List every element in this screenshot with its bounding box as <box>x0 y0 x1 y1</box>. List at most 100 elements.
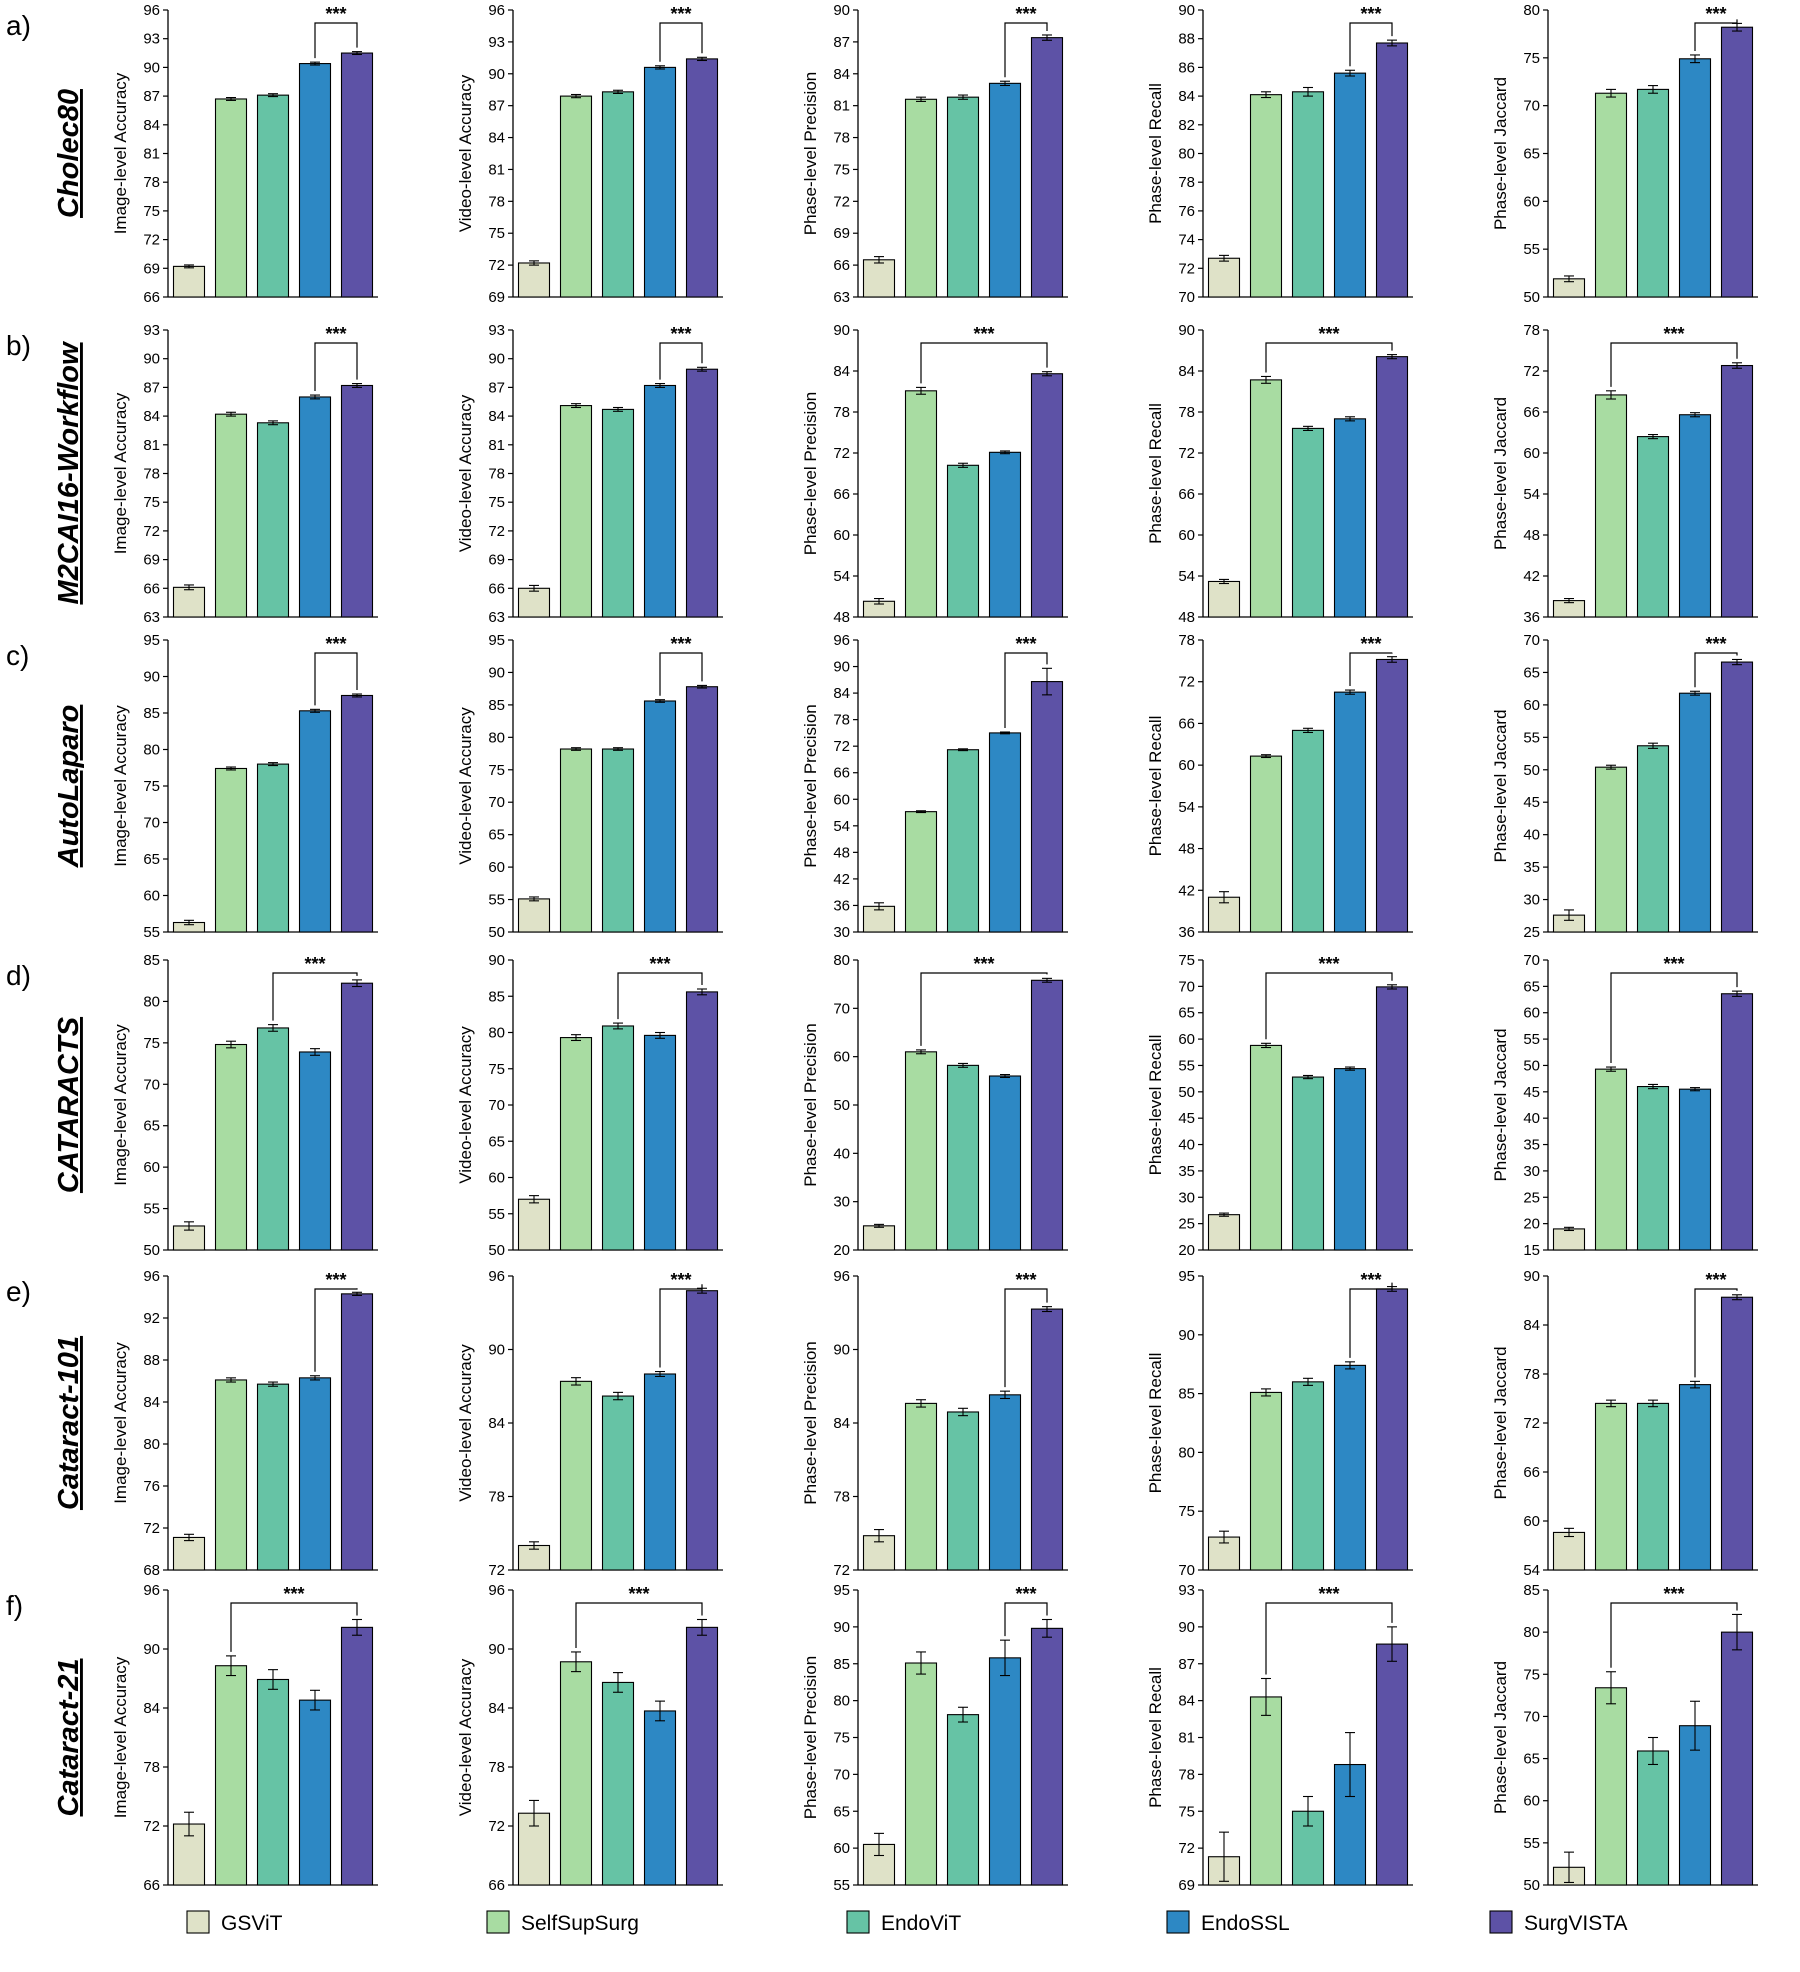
bar-endossl <box>1678 1725 1712 1886</box>
chart-panel: 25 30 35 40 45 50 55 60 65 70 Phase-level Jaccard *… <box>1491 632 1758 941</box>
panel-letter-3: d) <box>6 960 31 991</box>
y-tick-label: 70 <box>488 794 505 811</box>
bar-endovit <box>601 1025 635 1251</box>
significance-stars: *** <box>325 4 346 24</box>
dataset-label-3: CATARACTS <box>53 1016 85 1193</box>
y-tick-label: 81 <box>1178 1730 1195 1747</box>
y-axis-title: Phase-level Jaccard <box>1491 1661 1510 1814</box>
y-tick-label: 78 <box>1178 404 1195 421</box>
y-axis-title: Phase-level Jaccard <box>1491 77 1510 230</box>
y-tick-label: 96 <box>833 632 850 649</box>
y-tick-label: 80 <box>833 1693 850 1710</box>
bar-surgvista <box>685 368 719 618</box>
bar-endossl <box>988 1075 1022 1251</box>
bar-surgvista <box>1375 658 1409 933</box>
bar-endovit <box>1291 1381 1325 1571</box>
y-tick-label: 85 <box>488 988 505 1005</box>
y-tick-label: 70 <box>488 1097 505 1114</box>
y-tick-label: 25 <box>1178 1216 1195 1233</box>
bar-selfsupsurg <box>214 1043 248 1251</box>
significance-bracket <box>1610 1602 1738 1668</box>
y-tick-label: 92 <box>143 1310 160 1327</box>
y-tick-label: 55 <box>1523 1031 1540 1048</box>
y-tick-label: 78 <box>833 404 850 421</box>
significance-stars: *** <box>973 324 994 344</box>
bar-surgvista <box>1720 364 1754 618</box>
bar-selfsupsurg <box>559 1661 593 1886</box>
bar-endossl <box>988 451 1022 618</box>
y-axis-title: Video-level Accuracy <box>456 1344 475 1502</box>
significance-stars: *** <box>1015 1584 1036 1604</box>
y-tick-label: 76 <box>143 1478 160 1495</box>
bar-surgvista <box>1030 373 1064 618</box>
significance-stars: *** <box>325 634 346 654</box>
bar-gsvit <box>862 1225 896 1251</box>
y-tick-label: 75 <box>1523 1666 1540 1683</box>
significance-bracket <box>1265 342 1393 373</box>
y-tick-label: 96 <box>488 2 505 19</box>
legend-swatch <box>186 1910 210 1934</box>
y-tick-label: 72 <box>1523 363 1540 380</box>
bar-endossl <box>298 1699 332 1886</box>
y-tick-label: 40 <box>1178 1137 1195 1154</box>
y-tick-label: 90 <box>1178 1619 1195 1636</box>
y-tick-label: 48 <box>1178 609 1195 626</box>
y-tick-label: 90 <box>1178 2 1195 19</box>
y-tick-label: 42 <box>1523 568 1540 585</box>
bar-surgvista <box>1030 37 1064 298</box>
chart-panel: 72 78 84 90 96 Video-level Accuracy *** <box>456 1268 723 1579</box>
bar-endovit <box>256 1383 290 1571</box>
y-tick-label: 84 <box>1178 1693 1195 1710</box>
bar-gsvit <box>172 1536 206 1571</box>
y-tick-label: 78 <box>833 712 850 729</box>
bar-selfsupsurg <box>1249 1044 1283 1251</box>
y-axis-title: Phase-level Recall <box>1146 1035 1165 1176</box>
y-tick-label: 72 <box>833 738 850 755</box>
chart-panel: 20 30 40 50 60 70 80 Phase-level Precision *** <box>801 952 1068 1259</box>
bar-endossl <box>643 1373 677 1571</box>
significance-stars: *** <box>1705 4 1726 24</box>
y-tick-label: 65 <box>1523 1751 1540 1768</box>
bar-endossl <box>1333 1364 1367 1571</box>
bar-endovit <box>1636 745 1670 933</box>
y-tick-label: 93 <box>143 31 160 48</box>
y-tick-label: 66 <box>143 289 160 306</box>
significance-stars: *** <box>1663 954 1684 974</box>
y-tick-label: 50 <box>488 924 505 941</box>
bar-selfsupsurg <box>559 748 593 933</box>
significance-stars: *** <box>1318 1584 1339 1604</box>
bar-selfsupsurg <box>214 413 248 618</box>
y-tick-label: 81 <box>143 146 160 163</box>
y-tick-label: 66 <box>833 486 850 503</box>
bar-selfsupsurg <box>904 1051 938 1251</box>
y-tick-label: 69 <box>488 289 505 306</box>
y-tick-label: 85 <box>1523 1582 1540 1599</box>
bar-gsvit <box>1552 1228 1586 1251</box>
y-tick-label: 84 <box>488 1700 505 1717</box>
y-axis-title: Phase-level Jaccard <box>1491 397 1510 550</box>
chart-panel: 66 72 78 84 90 96 Video-level Accuracy *** <box>456 1582 723 1894</box>
y-tick-label: 87 <box>833 34 850 51</box>
y-tick-label: 69 <box>833 225 850 242</box>
y-tick-label: 30 <box>1523 1163 1540 1180</box>
bar-endovit <box>946 464 980 618</box>
bar-surgvista <box>685 58 719 298</box>
y-tick-label: 30 <box>1178 1189 1195 1206</box>
bar-surgvista <box>340 52 374 298</box>
y-tick-label: 72 <box>143 1818 160 1835</box>
y-tick-label: 85 <box>1178 1386 1195 1403</box>
y-tick-label: 60 <box>1523 445 1540 462</box>
y-tick-label: 55 <box>488 892 505 909</box>
y-axis-title: Phase-level Recall <box>1146 1667 1165 1808</box>
y-tick-label: 84 <box>488 408 505 425</box>
chart-panel: 66 69 72 75 78 81 84 87 90 93 96 Image-level Accura… <box>111 2 378 306</box>
y-tick-label: 90 <box>143 669 160 686</box>
bar-gsvit <box>172 1823 206 1886</box>
y-tick-label: 86 <box>1178 59 1195 76</box>
bar-surgvista <box>1375 986 1409 1251</box>
y-axis-title: Image-level Accuracy <box>111 705 130 867</box>
bar-selfsupsurg <box>214 1665 248 1886</box>
legend-swatch <box>1489 1910 1513 1934</box>
y-tick-label: 65 <box>833 1803 850 1820</box>
bar-gsvit <box>517 1544 551 1571</box>
